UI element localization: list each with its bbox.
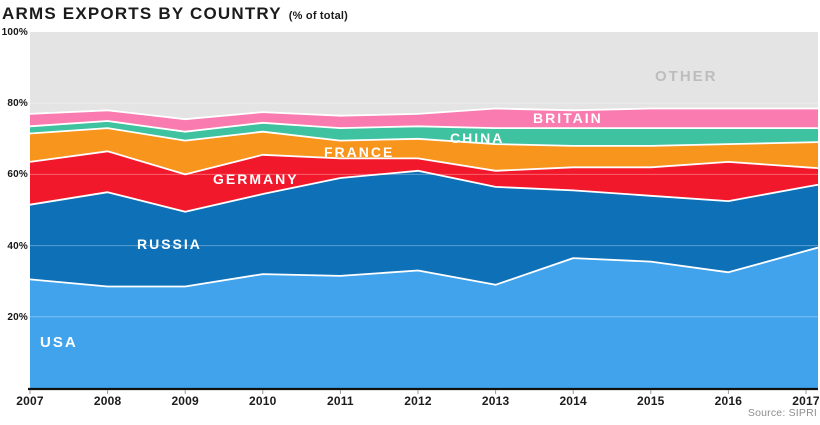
series-label-other: OTHER <box>655 68 718 85</box>
area-boundary-britain <box>29 107 818 121</box>
series-label-germany: GERMANY <box>213 171 299 187</box>
area-usa <box>30 247 818 388</box>
y-axis-label-40: 40% <box>7 240 28 252</box>
chart-title: ARMS EXPORTS BY COUNTRY <box>2 4 282 23</box>
source-note: Source: SIPRI <box>747 407 817 419</box>
y-axis-label-20: 20% <box>7 311 28 323</box>
area-boundary-usa <box>29 246 819 288</box>
area-boundary-germany <box>29 150 819 176</box>
chart-header: ARMS EXPORTS BY COUNTRY (% of total) <box>2 4 348 24</box>
series-label-russia: RUSSIA <box>137 236 202 252</box>
y-axis-label-80: 80% <box>7 98 28 110</box>
area-boundary-russia <box>29 169 819 213</box>
x-axis-label-2015: 2015 <box>637 394 665 408</box>
x-axis-label-2016: 2016 <box>714 394 743 408</box>
area-boundary-france <box>29 127 819 147</box>
x-axis-label-2008: 2008 <box>93 394 122 408</box>
chart-subtitle: (% of total) <box>288 10 349 22</box>
x-axis-label-2010: 2010 <box>249 394 277 408</box>
area-boundary-china <box>29 120 818 133</box>
y-axis-label-100: 100% <box>1 27 28 38</box>
series-label-britain: BRITAIN <box>533 110 603 126</box>
x-axis-label-2013: 2013 <box>481 394 510 408</box>
y-axis-label-60: 60% <box>7 169 28 181</box>
x-axis-label-2014: 2014 <box>559 394 587 408</box>
series-label-china: CHINA <box>450 130 505 146</box>
x-axis-label-2007: 2007 <box>16 394 44 408</box>
x-axis-label-2012: 2012 <box>404 394 432 408</box>
series-label-usa: USA <box>40 334 78 351</box>
x-axis-label-2017: 2017 <box>792 394 820 408</box>
series-label-france: FRANCE <box>324 144 395 160</box>
x-axis-label-2009: 2009 <box>171 394 199 408</box>
x-axis-label-2011: 2011 <box>326 394 354 408</box>
